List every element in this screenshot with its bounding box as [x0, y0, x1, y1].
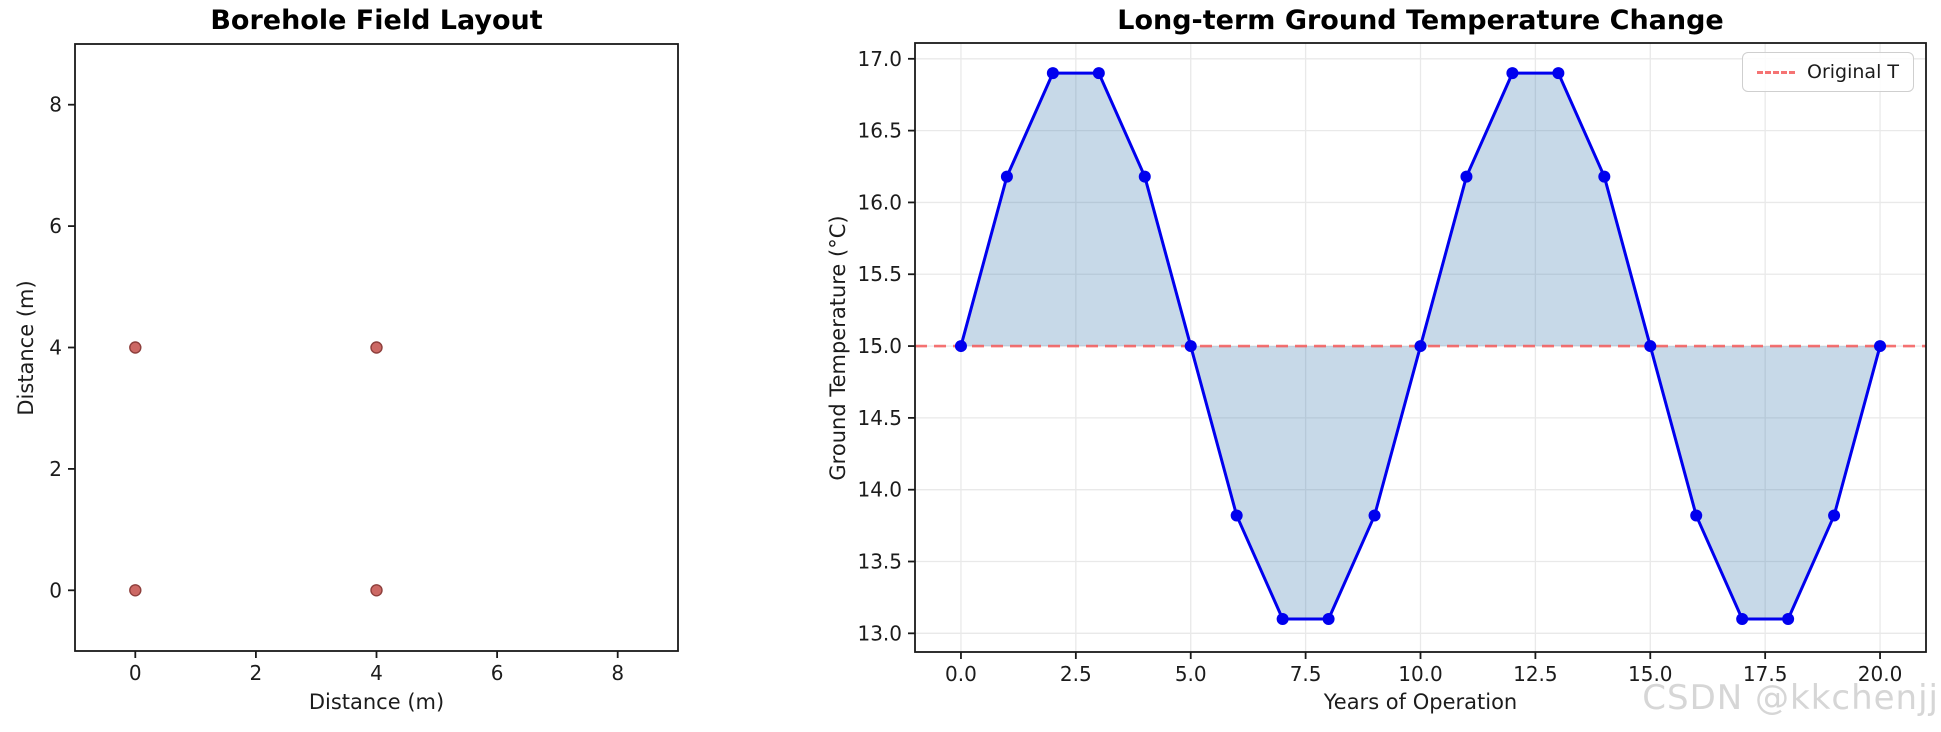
borehole-xaxis-label: Distance (m): [308, 690, 445, 714]
y-axis-ticks: 0 2 4 6 8: [49, 93, 75, 602]
borehole-chart-title: Borehole Field Layout: [210, 5, 543, 36]
data-point-marker: [1552, 67, 1565, 80]
x-tick-label: 10.0: [1398, 662, 1443, 686]
x-tick-label: 7.5: [1290, 662, 1322, 686]
y-tick-label: 8: [49, 93, 62, 117]
y-tick-label: 4: [49, 336, 62, 360]
borehole-point: [370, 341, 383, 354]
x-tick-label: 4: [370, 661, 383, 685]
x-axis-ticks: 0 2 4 6 8: [129, 651, 624, 685]
data-point-marker: [1598, 170, 1611, 183]
x-tick-label: 20.0: [1858, 662, 1903, 686]
data-point-marker: [1368, 509, 1381, 522]
data-point-marker: [1276, 612, 1289, 625]
data-point-marker: [1874, 340, 1887, 353]
data-point-marker: [1690, 509, 1703, 522]
y-tick-label: 17.0: [857, 47, 902, 71]
data-point-marker: [954, 340, 967, 353]
x-tick-label: 17.5: [1743, 662, 1788, 686]
x-tick-label: 0: [129, 661, 142, 685]
data-point-marker: [1322, 612, 1335, 625]
y-tick-label: 2: [49, 457, 62, 481]
grid-lines: [915, 43, 1926, 652]
data-point-marker: [1000, 170, 1013, 183]
dashed-line-icon: [1757, 70, 1795, 74]
x-tick-label: 6: [491, 661, 504, 685]
data-point-markers: [954, 67, 1887, 625]
x-tick-label: 0.0: [945, 662, 977, 686]
data-point-marker: [1736, 612, 1749, 625]
data-point-marker: [1828, 509, 1841, 522]
data-point-marker: [1644, 340, 1657, 353]
watermark: CSDN @kkchenjj: [1642, 678, 1939, 718]
temperature-yaxis-label: Ground Temperature (°C): [826, 215, 850, 481]
borehole-point: [129, 341, 142, 354]
data-point-marker: [1506, 67, 1519, 80]
y-tick-label: 14.0: [857, 478, 902, 502]
y-tick-label: 6: [49, 214, 62, 238]
x-tick-label: 5.0: [1175, 662, 1207, 686]
data-point-marker: [1230, 509, 1243, 522]
borehole-point: [129, 584, 142, 597]
data-point-marker: [1092, 67, 1105, 80]
temperature-chart-title: Long-term Ground Temperature Change: [1117, 5, 1724, 36]
y-tick-label: 15.0: [857, 334, 902, 358]
data-point-marker: [1184, 340, 1197, 353]
data-point-marker: [1046, 67, 1059, 80]
x-tick-label: 2: [250, 661, 263, 685]
y-tick-label: 0: [49, 578, 62, 602]
data-point-marker: [1460, 170, 1473, 183]
legend: Original T: [1742, 52, 1914, 92]
x-tick-label: 12.5: [1513, 662, 1558, 686]
borehole-point: [370, 584, 383, 597]
data-point-marker: [1782, 612, 1795, 625]
x-tick-label: 2.5: [1060, 662, 1092, 686]
x-axis-ticks: 0.0 2.5 5.0 7.5 10.0 12.5 15.0 17.5 20.0: [945, 652, 1902, 686]
legend-label: Original T: [1807, 61, 1899, 83]
x-tick-label: 8: [611, 661, 624, 685]
y-tick-label: 16.5: [857, 119, 902, 143]
data-point-marker: [1414, 340, 1427, 353]
x-tick-label: 15.0: [1628, 662, 1673, 686]
scatter-points: [129, 341, 383, 597]
y-axis-ticks: 13.0 13.5 14.0 14.5 15.0 15.5 16.0 16.5 17.0: [857, 47, 915, 645]
y-tick-label: 15.5: [857, 262, 902, 286]
temperature-xaxis-label: Years of Operation: [1323, 690, 1518, 714]
y-tick-label: 14.5: [857, 406, 902, 430]
y-tick-label: 16.0: [857, 190, 902, 214]
data-point-marker: [1138, 170, 1151, 183]
y-tick-label: 13.0: [857, 621, 902, 645]
y-tick-label: 13.5: [857, 550, 902, 574]
